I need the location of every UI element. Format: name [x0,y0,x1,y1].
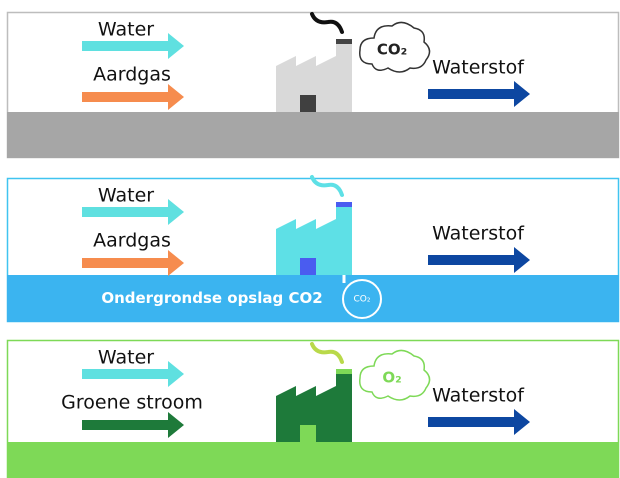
factory-door [300,95,316,112]
arrow [82,33,184,59]
cloud-label: O₂ [382,369,401,387]
chimney-top [336,39,352,44]
smoke [310,175,344,197]
chimney-top [336,202,352,207]
storage-bubble [342,279,382,319]
output-label: Waterstof [432,385,525,407]
smoke [310,12,344,34]
arrow [82,250,184,276]
factory [276,372,352,442]
ground [7,112,619,158]
factory-door [300,425,316,442]
cloud-label: CO₂ [377,41,407,59]
cloud [359,21,431,73]
output-label: Waterstof [432,57,525,79]
ground-label: Ondergrondse opslag CO2 [101,289,322,307]
input-label: Aardgas [93,230,171,252]
cloud [359,349,431,401]
factory [276,42,352,112]
factory-door [300,258,316,275]
arrow [428,247,530,273]
arrow [428,81,530,107]
output-label: Waterstof [432,223,525,245]
arrow [82,199,184,225]
input-label: Water [98,347,154,369]
chimney-top [336,369,352,374]
ground [7,442,619,478]
input-label: Water [98,185,154,207]
input-label: Water [98,19,154,41]
arrow [82,412,184,438]
arrow [428,409,530,435]
arrow [82,361,184,387]
smoke [310,342,344,364]
arrow [82,84,184,110]
input-label: Groene stroom [61,392,203,414]
factory [276,205,352,275]
storage-label: CO₂ [354,295,371,305]
ground [7,275,619,322]
input-label: Aardgas [93,64,171,86]
